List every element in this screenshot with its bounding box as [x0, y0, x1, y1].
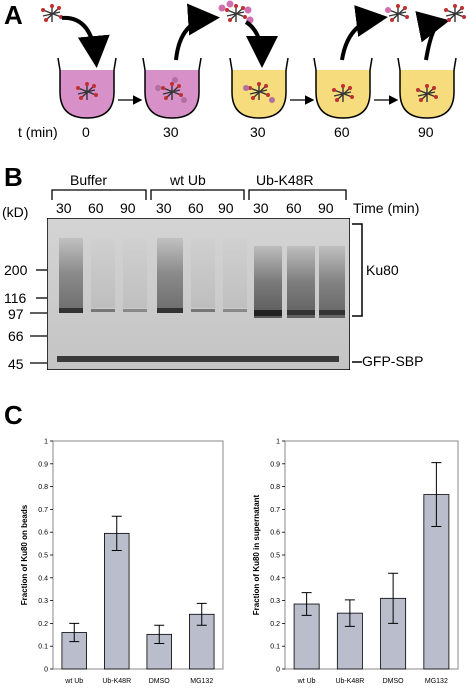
lane-t-4: 30 [156, 200, 172, 216]
gel-image [47, 218, 350, 370]
y-tick-label: 0.7 [270, 507, 280, 514]
time-0: 0 [82, 124, 90, 140]
error-bar [344, 599, 355, 627]
arrow-out-icon [174, 3, 220, 61]
group-buffer: Buffer [70, 172, 108, 188]
ub-complex-icon [218, 0, 254, 24]
y-tick-label: 0.6 [270, 530, 280, 537]
panel-a-schematic [40, 0, 467, 119]
panel-a-letter: A [4, 0, 23, 30]
tube-90min [397, 57, 457, 119]
lane-t-6: 90 [218, 200, 234, 216]
lane-t-7: 30 [253, 200, 269, 216]
chart-on-beads: 0 0.1 0.2 0.3 0.4 0.5 0.6 0.7 0.8 0.9 1 Fraction of… [20, 439, 224, 685]
y-tick-label: 0.8 [38, 484, 48, 491]
y-tick-label: 0.7 [38, 507, 48, 514]
y-tick-label: 0.1 [270, 644, 280, 651]
panel-c-letter: C [4, 400, 23, 430]
marker-97: 97 [8, 306, 24, 322]
y-tick-label: 0.2 [270, 621, 280, 628]
error-bar [431, 462, 442, 527]
y-tick-label: 0.3 [270, 598, 280, 605]
error-bar [388, 572, 399, 624]
y-tick-label: 0.3 [38, 598, 48, 605]
x-tick-label: Ub-K48R [102, 678, 131, 685]
lane-t-8: 60 [286, 200, 302, 216]
marker-ticks [30, 269, 47, 364]
x-tick-label: DMSO [383, 678, 405, 685]
y-tick-label: 0.9 [270, 461, 280, 468]
x-tick-label: MG132 [190, 678, 213, 685]
y-tick-label: 0.9 [38, 461, 48, 468]
lane-t-1: 30 [56, 200, 72, 216]
y-tick-label: 0.4 [270, 575, 280, 582]
y-axis-label: Fraction of Ku80 in supernatant [252, 494, 261, 615]
error-bar [111, 515, 122, 551]
y-tick-label: 0.6 [38, 530, 48, 537]
chart-in-supernatant: 0 0.1 0.2 0.3 0.4 0.5 0.6 0.7 0.8 0.9 1 Fraction of… [252, 439, 459, 685]
lane-t-2: 60 [88, 200, 104, 216]
tube-60min [313, 57, 373, 119]
y-tick-label: 1 [44, 439, 48, 446]
y-axis-label: Fraction of Ku80 on beads [20, 504, 29, 605]
y-tick-label: 0.5 [270, 553, 280, 560]
error-bar [69, 622, 80, 643]
tube-0min [57, 57, 117, 119]
arrow-in-icon-2 [244, 20, 278, 68]
y-tick-label: 0.2 [38, 621, 48, 628]
time-90: 90 [418, 124, 434, 140]
panel-b-letter: B [4, 162, 23, 192]
time-60: 60 [334, 124, 350, 140]
ku80-label: Ku80 [366, 262, 399, 278]
y-tick-label: 0.8 [270, 484, 280, 491]
y-tick-label: 0 [276, 667, 280, 674]
lane-t-9: 90 [318, 200, 334, 216]
x-tick-label: wt Ub [297, 678, 316, 685]
lane-t-5: 60 [188, 200, 204, 216]
x-tick-label: wt Ub [64, 678, 83, 685]
x-tick-label: Ub-K48R [335, 678, 364, 685]
marker-116: 116 [4, 290, 27, 306]
tube-30min-a [142, 57, 202, 119]
ku80-bracket [352, 223, 363, 363]
x-tick-label: DMSO [149, 678, 171, 685]
arrow-in-icon [61, 15, 110, 68]
lane-t-3: 90 [120, 200, 136, 216]
released-complex-icon [385, 3, 410, 23]
bar-ub-k48r [104, 532, 130, 670]
y-tick-label: 0.5 [38, 553, 48, 560]
group-wt-ub: wt Ub [170, 172, 206, 188]
tube-30min-b [229, 57, 289, 119]
time-30a: 30 [163, 124, 179, 140]
lane-brackets [51, 189, 347, 200]
group-ub-k48r: Ub-K48R [256, 172, 314, 188]
arrow-release-icon [340, 5, 388, 61]
t-min-label: t (min) [18, 124, 58, 140]
error-bar [301, 592, 312, 616]
x-tick-label: MG132 [425, 678, 448, 685]
y-tick-label: 0 [44, 667, 48, 674]
y-tick-label: 0.1 [38, 644, 48, 651]
error-bar [196, 602, 207, 626]
y-tick-label: 1 [276, 439, 280, 446]
marker-45: 45 [8, 356, 24, 372]
marker-66: 66 [8, 328, 24, 344]
y-tick-label: 0.4 [38, 575, 48, 582]
time-min-label: Time (min) [353, 200, 420, 216]
time-30b: 30 [250, 124, 266, 140]
error-bar [154, 624, 165, 644]
gfp-sbp-label: GFP-SBP [362, 353, 424, 369]
kd-label: (kD) [2, 204, 29, 220]
marker-200: 200 [4, 262, 28, 278]
arrow-release-icon-2 [415, 11, 450, 61]
